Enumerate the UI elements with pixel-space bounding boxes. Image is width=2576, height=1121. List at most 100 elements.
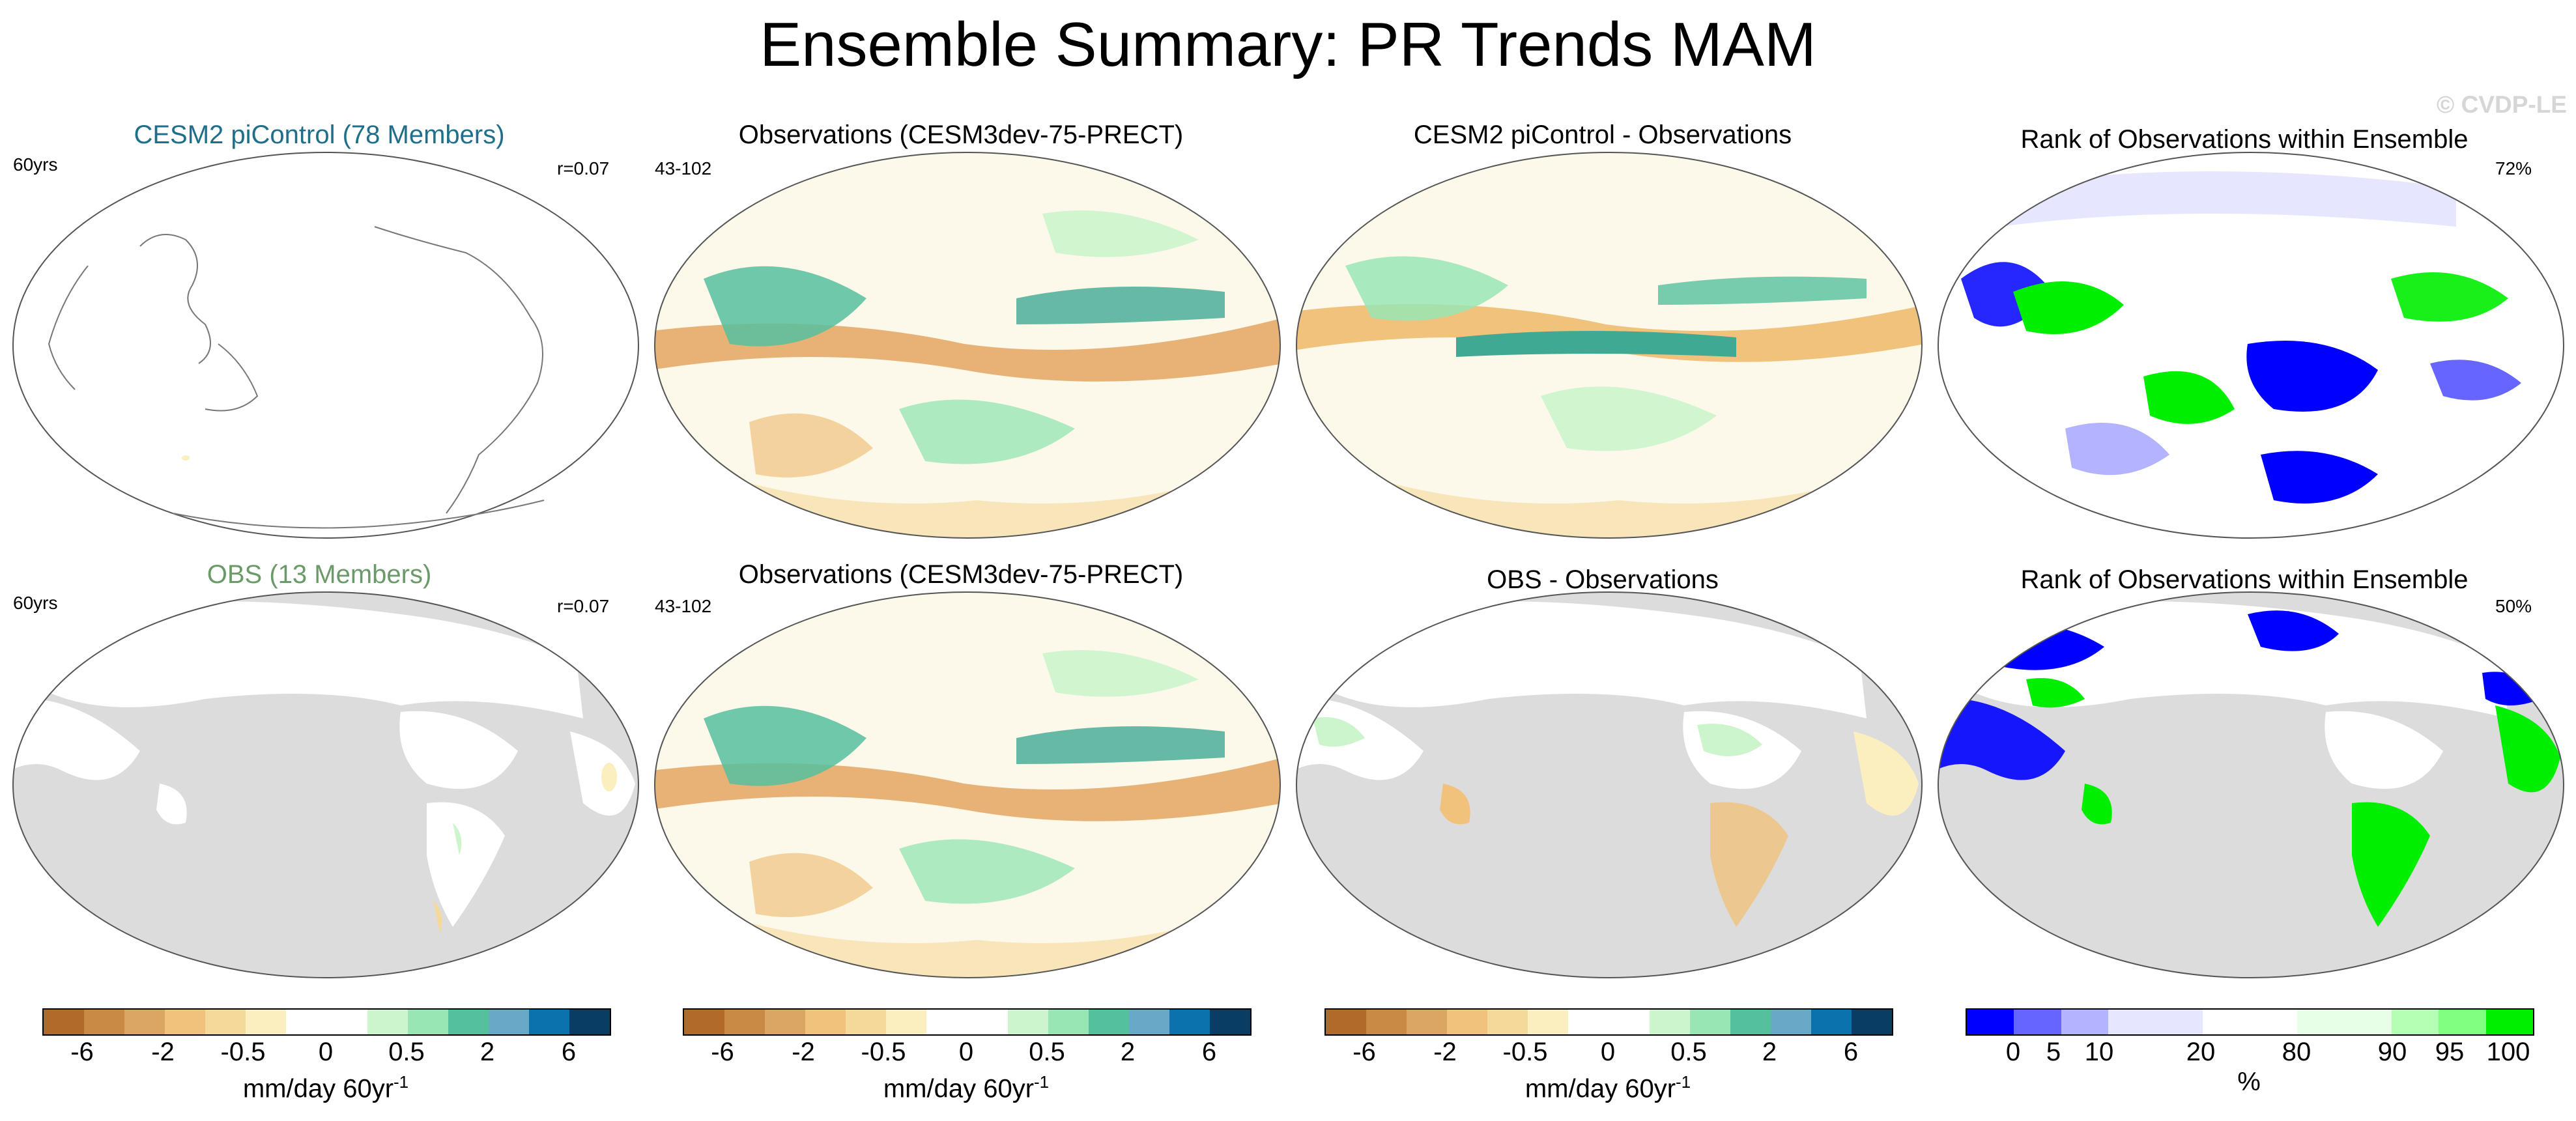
colorbar-segment xyxy=(1487,1010,1528,1034)
colorbar-segment xyxy=(2014,1010,2061,1034)
row1-obs-years: 43-102 xyxy=(655,158,712,178)
cb4-tick: 95 xyxy=(2435,1038,2465,1066)
colorbar-segment xyxy=(1810,1010,1852,1034)
cb1-tick: 6 xyxy=(561,1038,577,1066)
colorbar-segment xyxy=(1169,1010,1210,1034)
map-outline xyxy=(12,152,639,539)
row2-rank-title: Rank of Observations within Ensemble xyxy=(2020,565,2469,594)
colorbar-segment xyxy=(1568,1010,1609,1034)
colorbar-segment xyxy=(1528,1010,1569,1034)
colorbar-segment xyxy=(1366,1010,1407,1034)
colorbar-rank xyxy=(1966,1008,2534,1036)
cb4-tick: 0 xyxy=(2005,1038,2021,1066)
cb1-tick: -2 xyxy=(151,1038,175,1066)
colorbar-segment xyxy=(407,1010,448,1034)
colorbar-segment xyxy=(1770,1010,1811,1034)
cb4-tick: 90 xyxy=(2377,1038,2407,1066)
cb1-tick: -0.5 xyxy=(220,1038,266,1066)
row2-obs-years: 43-102 xyxy=(655,596,712,616)
colorbar-segment xyxy=(246,1010,287,1034)
cb2-tick: -6 xyxy=(711,1038,734,1066)
colorbar-segment xyxy=(846,1010,887,1034)
main-title: Ensemble Summary: PR Trends MAM xyxy=(760,10,1816,79)
row1-r-value: r=0.07 xyxy=(557,158,610,178)
cb1-tick: -6 xyxy=(70,1038,94,1066)
colorbar-segment xyxy=(1649,1010,1690,1034)
cb1-tick: 0 xyxy=(318,1038,334,1066)
colorbar-segment xyxy=(1048,1010,1089,1034)
colorbar-segment xyxy=(124,1010,165,1034)
colorbar-segment xyxy=(326,1010,367,1034)
row1-rank-pct: 72% xyxy=(2495,158,2532,178)
row1-model-title: CESM2 piControl (78 Members) xyxy=(134,121,505,149)
colorbar-segment xyxy=(1689,1010,1730,1034)
colorbar-segment xyxy=(1128,1010,1169,1034)
colorbar-segment xyxy=(684,1010,725,1034)
colorbar-segment xyxy=(2203,1010,2250,1034)
cb3-tick: -2 xyxy=(1433,1038,1457,1066)
colorbar-segment xyxy=(84,1010,125,1034)
row2-diff-title: OBS - Observations xyxy=(1487,565,1719,594)
colorbar-segment xyxy=(2250,1010,2297,1034)
colorbar-segment xyxy=(1407,1010,1448,1034)
cb3-tick: 2 xyxy=(1762,1038,1777,1066)
cb3-tick: 0 xyxy=(1600,1038,1616,1066)
colorbar-segment xyxy=(488,1010,529,1034)
row2-obs-title: Observations (CESM3dev-75-PRECT) xyxy=(738,560,1184,589)
colorbar-segment xyxy=(528,1010,570,1034)
cb2-tick: -2 xyxy=(792,1038,815,1066)
cb2-tick: -0.5 xyxy=(861,1038,906,1066)
cb2-tick: 6 xyxy=(1201,1038,1217,1066)
colorbar-segment xyxy=(205,1010,246,1034)
colorbar-model xyxy=(42,1008,611,1036)
cb1-units: mm/day 60yr-1 xyxy=(242,1072,409,1103)
coastlines xyxy=(48,226,545,529)
cb1-tick: 0.5 xyxy=(388,1038,425,1066)
colorbar-segment xyxy=(2391,1010,2439,1034)
row2-diff-map xyxy=(1296,591,1923,978)
row1-rank-map xyxy=(1938,152,2564,539)
cb2-tick: 0.5 xyxy=(1029,1038,1065,1066)
colorbar-segment xyxy=(2439,1010,2486,1034)
row2-model-title: OBS (13 Members) xyxy=(207,560,432,589)
colorbar-segment xyxy=(165,1010,206,1034)
colorbar-segment xyxy=(1730,1010,1771,1034)
cb4-units: % xyxy=(2237,1068,2261,1096)
row2-model-map xyxy=(12,591,639,978)
row1-diff-map xyxy=(1296,152,1923,539)
cb1-tick: 2 xyxy=(479,1038,495,1066)
colorbar-segment xyxy=(569,1010,610,1034)
row1-years: 60yrs xyxy=(13,154,58,175)
cb2-tick: 0 xyxy=(958,1038,974,1066)
cb3-tick: -0.5 xyxy=(1502,1038,1548,1066)
colorbar-segment xyxy=(367,1010,408,1034)
row1-diff-title: CESM2 piControl - Observations xyxy=(1413,121,1792,149)
colorbar-segment xyxy=(448,1010,489,1034)
colorbar-obs xyxy=(683,1008,1252,1036)
colorbar-segment xyxy=(1447,1010,1488,1034)
colorbar-segment xyxy=(1852,1010,1893,1034)
cb4-tick: 20 xyxy=(2186,1038,2216,1066)
colorbar-segment xyxy=(805,1010,846,1034)
cb4-tick: 10 xyxy=(2084,1038,2114,1066)
cb2-tick: 2 xyxy=(1120,1038,1136,1066)
row1-obs-map xyxy=(654,152,1281,539)
watermark-logo: © CVDP-LE xyxy=(2437,91,2567,118)
cb2-units: mm/day 60yr-1 xyxy=(883,1072,1050,1103)
row2-years: 60yrs xyxy=(13,593,58,613)
cb4-tick: 80 xyxy=(2282,1038,2311,1066)
cb3-tick: 6 xyxy=(1843,1038,1859,1066)
colorbar-segment xyxy=(1326,1010,1367,1034)
cb4-tick: 5 xyxy=(2046,1038,2061,1066)
colorbar-segment xyxy=(2485,1010,2534,1034)
row1-model-map xyxy=(12,152,639,539)
row2-rank-map xyxy=(1938,591,2564,978)
colorbar-segment xyxy=(2108,1010,2156,1034)
colorbar-segment xyxy=(1967,1010,2014,1034)
colorbar-segment xyxy=(886,1010,927,1034)
colorbar-segment xyxy=(926,1010,967,1034)
cb3-tick: -6 xyxy=(1352,1038,1376,1066)
colorbar-segment xyxy=(724,1010,766,1034)
cb4-tick: 100 xyxy=(2486,1038,2530,1066)
colorbar-segment xyxy=(2155,1010,2203,1034)
